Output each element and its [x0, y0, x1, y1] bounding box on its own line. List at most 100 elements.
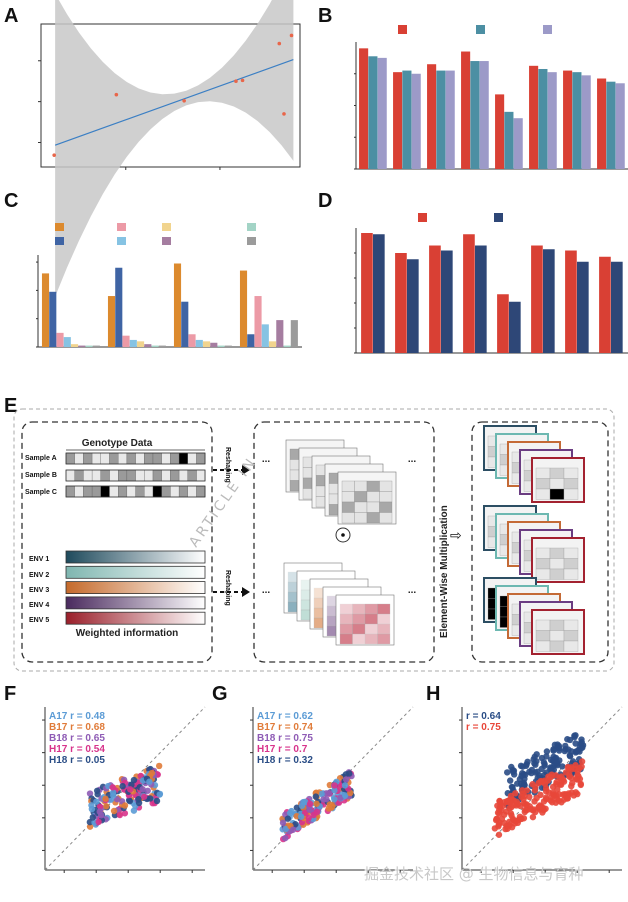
data-point: [86, 823, 94, 830]
data-point: [86, 790, 94, 797]
data-point: [523, 787, 531, 794]
matrix-cell: [377, 633, 391, 645]
legend-r: r = 0.65: [70, 733, 105, 744]
data-point: [139, 786, 146, 793]
bar: [615, 83, 625, 169]
legend-swatch: [247, 223, 256, 231]
data-point: [289, 33, 294, 38]
legend-name: B17: [257, 722, 276, 733]
data-point: [558, 773, 565, 780]
data-point: [519, 770, 526, 777]
matrix-cell: [563, 467, 579, 479]
bar: [210, 342, 218, 347]
data-point: [110, 792, 117, 799]
bar: [49, 291, 57, 347]
data-point: [52, 153, 56, 157]
data-point: [156, 791, 163, 798]
data-point: [536, 803, 543, 810]
genotype-cell: [161, 485, 171, 498]
data-point: [572, 740, 579, 747]
data-point: [234, 79, 238, 83]
data-point: [328, 803, 336, 810]
data-point: [312, 793, 320, 800]
data-point: [508, 803, 515, 811]
data-point: [240, 78, 245, 83]
matrix-cell: [535, 619, 551, 631]
bar: [577, 261, 589, 353]
matrix-cell: [549, 467, 565, 479]
genotype-row-frame: [65, 469, 206, 482]
matrix-cell: [341, 480, 355, 492]
sample-c-label: Sample C: [25, 489, 57, 496]
data-point: [545, 773, 552, 780]
genotype-cell: [187, 485, 197, 498]
env-4-label: ENV 4: [29, 602, 49, 609]
data-point: [282, 834, 289, 842]
genotype-cell: [65, 452, 75, 465]
env-2-label: ENV 2: [29, 572, 49, 579]
data-point: [93, 798, 100, 805]
genotype-row-frame: [65, 485, 206, 498]
data-point: [543, 748, 551, 755]
data-point: [121, 810, 129, 817]
data-point: [578, 739, 585, 746]
genotype-cell: [83, 485, 93, 498]
matrix-cell: [339, 613, 353, 625]
bar: [217, 345, 225, 347]
bar: [395, 253, 407, 353]
matrix-cell: [535, 547, 551, 559]
bar: [611, 261, 623, 353]
data-point: [572, 732, 579, 739]
legend-r: r = 0.68: [70, 722, 105, 733]
data-point: [301, 809, 309, 817]
data-point: [534, 768, 541, 776]
data-point: [496, 806, 503, 814]
matrix-cell: [366, 480, 380, 492]
legend-entry: H18 r = 0.32: [257, 755, 313, 766]
bar: [173, 263, 182, 347]
matrix-cell: [352, 623, 366, 635]
data-point: [95, 818, 102, 826]
bar: [361, 233, 373, 353]
ellipsis-4: ...: [408, 585, 417, 596]
matrix-cell: [535, 558, 551, 570]
ellipsis-2: ...: [408, 454, 417, 465]
matrix-cell: [352, 603, 366, 615]
reshaped-env-matrix: [335, 594, 395, 646]
data-point: [498, 815, 506, 823]
genotype-cell: [135, 469, 145, 482]
bar: [247, 334, 255, 347]
data-point: [562, 769, 570, 776]
bar: [129, 339, 137, 347]
bar: [504, 111, 514, 169]
genotype-cell: [109, 469, 119, 482]
data-point: [531, 787, 539, 794]
matrix-cell: [366, 512, 380, 524]
legend-r: r = 0.7: [278, 744, 308, 755]
reshaping-bottom: Reshaping: [224, 570, 231, 606]
data-point: [318, 790, 325, 798]
matrix-cell: [364, 633, 378, 645]
genotype-cell: [196, 469, 206, 482]
matrix-cell: [563, 547, 579, 559]
genotype-cell: [187, 469, 197, 482]
env-bar: [65, 565, 206, 579]
bar: [269, 341, 277, 347]
matrix-cell: [341, 491, 355, 503]
matrix-cell: [339, 633, 353, 645]
data-point: [531, 760, 538, 767]
genotype-cell: [65, 469, 75, 482]
env-3-label: ENV 3: [29, 587, 49, 594]
legend-name: H17: [257, 744, 276, 755]
legend-name: H18: [257, 755, 276, 766]
genotype-cell: [161, 469, 171, 482]
bar: [529, 65, 539, 169]
multiply-dot: [341, 533, 345, 537]
legend-name: B18: [49, 733, 68, 744]
data-point: [522, 806, 529, 814]
plot-frame: [40, 23, 301, 168]
data-point: [313, 800, 320, 807]
bar: [290, 320, 298, 347]
env-bars: [65, 550, 206, 625]
